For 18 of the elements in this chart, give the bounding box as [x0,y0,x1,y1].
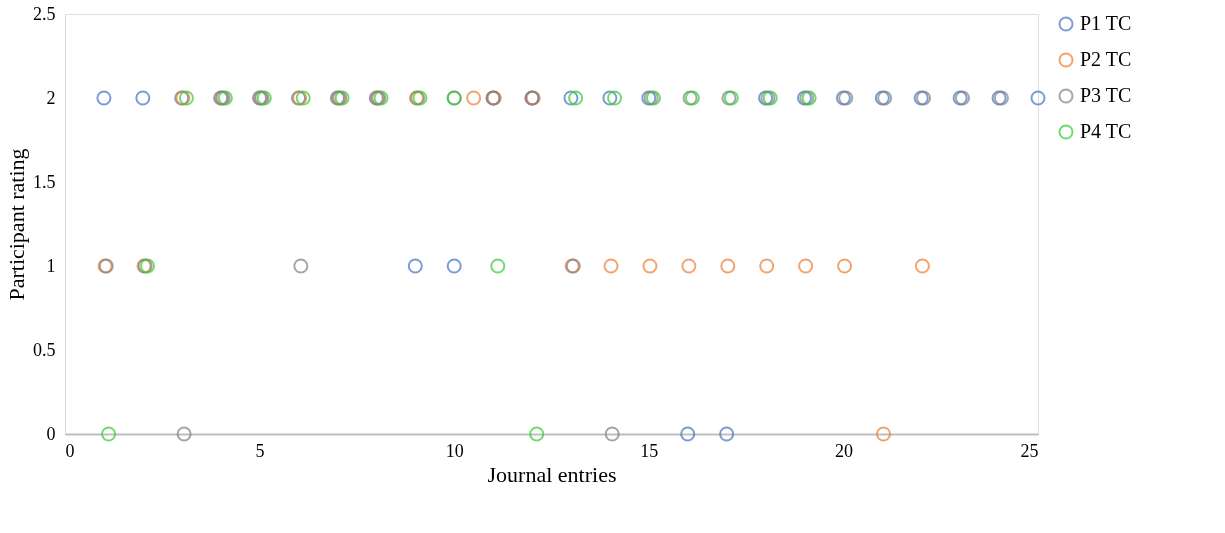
y-tick-label: 1.5 [33,171,56,192]
x-tick-label: 20 [834,440,853,461]
legend-label: P2 TC [1080,48,1132,70]
legend-label: P4 TC [1080,120,1132,142]
y-tick-label: 1 [46,255,56,276]
y-tick-label: 0 [46,423,56,444]
x-tick-label: 25 [1020,440,1039,461]
x-tick-label: 5 [255,440,265,461]
x-axis-title: Journal entries [487,461,617,487]
legend-label: P1 TC [1080,12,1132,34]
y-tick-label: 2 [46,87,56,108]
y-axis-title: Participant rating [4,148,29,301]
x-tick-label: 0 [65,440,75,461]
legend-label: P3 TC [1080,84,1132,106]
x-tick-label: 10 [445,440,464,461]
y-tick-label: 2.5 [33,3,56,24]
x-tick-label: 15 [640,440,659,461]
y-tick-label: 0.5 [33,339,56,360]
